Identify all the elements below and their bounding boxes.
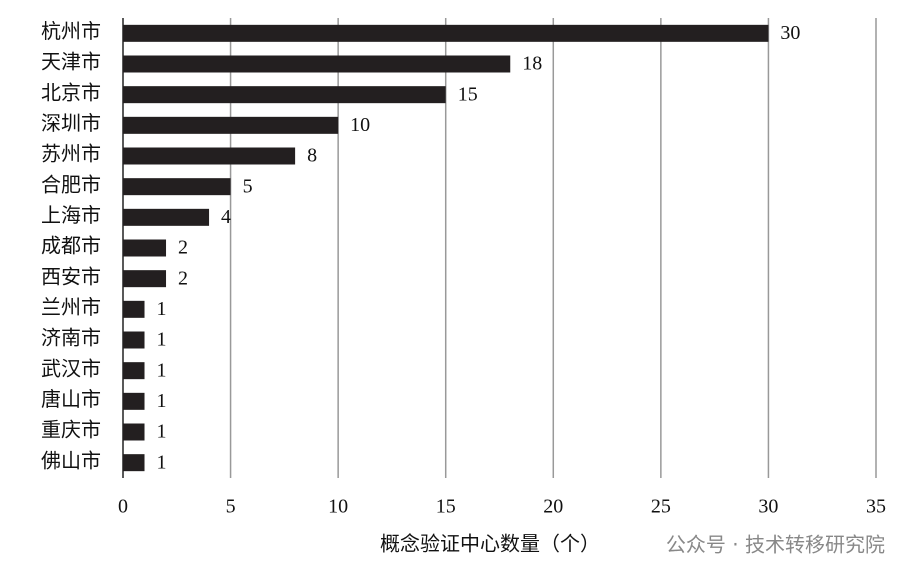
data-label: 30 — [780, 22, 800, 44]
bar — [123, 55, 511, 73]
y-tick-label: 合肥市 — [41, 173, 101, 196]
y-tick-label: 苏州市 — [41, 143, 101, 166]
data-label: 2 — [178, 267, 188, 289]
y-tick-label: 西安市 — [41, 265, 101, 288]
bar — [123, 116, 339, 134]
bar — [123, 86, 446, 104]
y-tick-label: 北京市 — [41, 81, 101, 104]
x-tick-label: 35 — [866, 496, 886, 518]
data-label: 15 — [458, 83, 478, 105]
data-label: 1 — [157, 298, 167, 320]
data-label: 4 — [221, 206, 231, 228]
bar — [123, 331, 145, 349]
data-label: 1 — [157, 421, 167, 443]
bar — [123, 454, 145, 472]
y-tick-label: 济南市 — [41, 327, 101, 350]
data-label: 1 — [157, 451, 167, 473]
y-tick-label: 重庆市 — [41, 419, 101, 442]
data-label: 8 — [307, 145, 317, 167]
data-label: 18 — [522, 53, 542, 75]
y-tick-label: 唐山市 — [41, 388, 101, 411]
x-axis-label: 概念验证中心数量（个） — [380, 532, 600, 556]
y-tick-label: 兰州市 — [41, 296, 101, 319]
x-tick-label: 10 — [328, 496, 348, 518]
bar — [123, 147, 296, 165]
bar — [123, 178, 231, 196]
watermark: 公众号 · 技术转移研究院 — [666, 533, 885, 557]
bar — [123, 362, 145, 380]
data-label: 1 — [157, 390, 167, 412]
y-tick-label: 武汉市 — [41, 357, 101, 380]
y-tick-label: 佛山市 — [41, 449, 101, 472]
bar — [123, 300, 145, 318]
bar — [123, 392, 145, 410]
data-label: 10 — [350, 114, 370, 136]
bar — [123, 239, 167, 257]
bar — [123, 423, 145, 441]
data-label: 2 — [178, 237, 188, 259]
y-tick-label: 天津市 — [41, 51, 101, 74]
bar — [123, 270, 167, 288]
x-tick-label: 30 — [758, 496, 778, 518]
y-tick-label: 上海市 — [41, 204, 101, 227]
x-tick-label: 20 — [543, 496, 563, 518]
x-tick-label: 5 — [226, 496, 236, 518]
y-tick-label: 成都市 — [41, 235, 101, 258]
bar — [123, 24, 769, 42]
data-label: 1 — [157, 329, 167, 351]
data-label: 5 — [243, 175, 253, 197]
y-tick-label: 深圳市 — [41, 112, 101, 135]
x-tick-label: 15 — [436, 496, 456, 518]
data-label: 1 — [157, 359, 167, 381]
x-tick-label: 25 — [651, 496, 671, 518]
x-tick-label: 0 — [118, 496, 128, 518]
y-tick-label: 杭州市 — [41, 20, 101, 43]
bar — [123, 208, 210, 226]
